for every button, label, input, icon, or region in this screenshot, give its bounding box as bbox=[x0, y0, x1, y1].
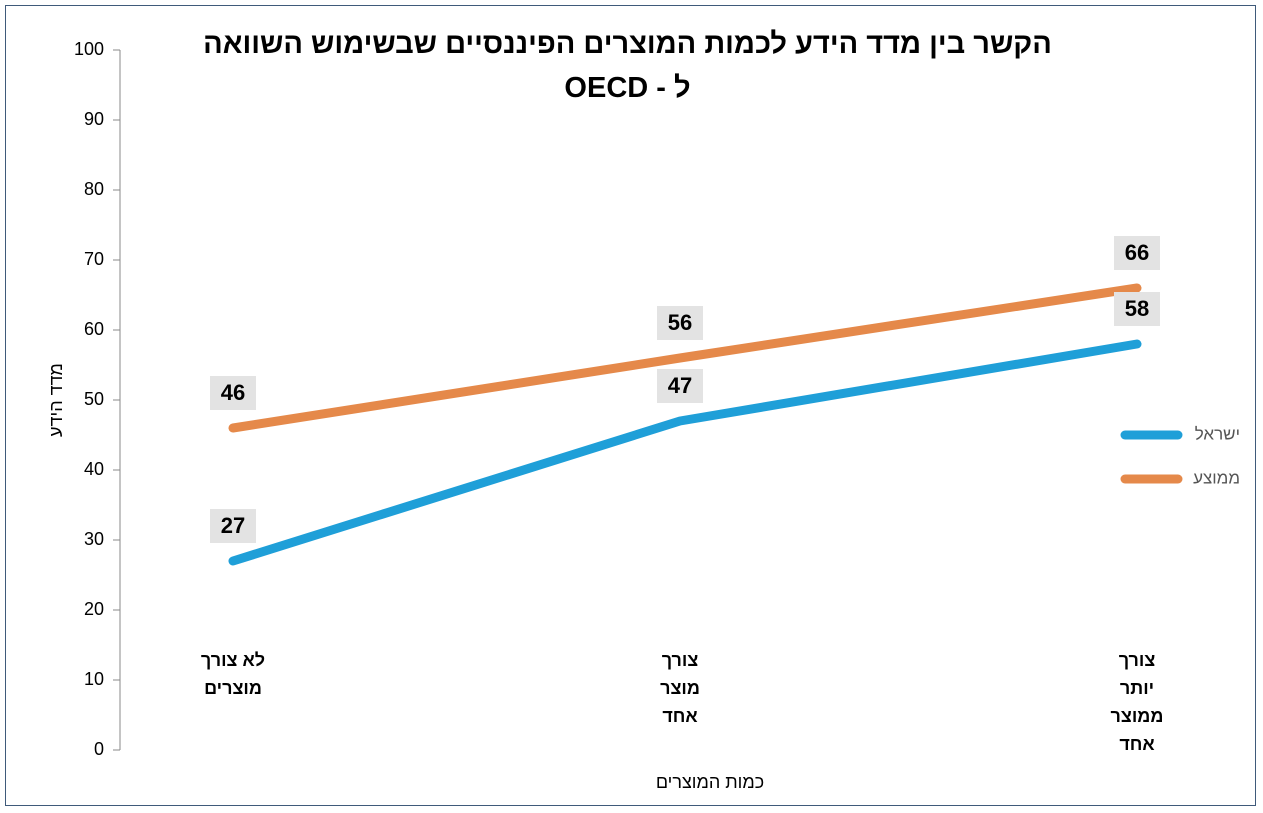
data-label-box bbox=[210, 509, 256, 543]
y-tick-label: 60 bbox=[84, 319, 104, 339]
data-label: 58 bbox=[1125, 296, 1149, 321]
data-label: 47 bbox=[668, 373, 692, 398]
series-line bbox=[228, 283, 1142, 433]
data-label: 66 bbox=[1125, 240, 1149, 265]
y-tick-label: 30 bbox=[84, 529, 104, 549]
y-tick-label: 100 bbox=[74, 39, 104, 59]
data-label: 56 bbox=[668, 310, 692, 335]
y-tick-label: 90 bbox=[84, 109, 104, 129]
y-tick-label: 70 bbox=[84, 249, 104, 269]
data-label: 27 bbox=[221, 513, 245, 538]
x-tick-label: צורך מוצר אחד bbox=[660, 650, 700, 726]
series-line bbox=[228, 339, 1142, 566]
legend-label: ישראל bbox=[1195, 424, 1240, 443]
data-label-box bbox=[1114, 292, 1160, 326]
y-tick-label: 40 bbox=[84, 459, 104, 479]
data-label-box bbox=[1114, 236, 1160, 270]
chart-border bbox=[5, 5, 1256, 806]
x-axis-title: כמות המוצרים bbox=[656, 772, 764, 792]
y-tick-label: 80 bbox=[84, 179, 104, 199]
y-tick-label: 0 bbox=[94, 739, 104, 759]
y-tick-label: 10 bbox=[84, 669, 104, 689]
legend-label: ממוצע bbox=[1193, 468, 1240, 487]
data-label: 46 bbox=[221, 380, 245, 405]
y-tick-label: 20 bbox=[84, 599, 104, 619]
y-axis-title: מדד הידע bbox=[46, 363, 66, 437]
data-label-box bbox=[657, 369, 703, 403]
data-label-box bbox=[210, 376, 256, 410]
data-label-box bbox=[657, 306, 703, 340]
y-tick-label: 50 bbox=[84, 389, 104, 409]
x-tick-label: לא צורך מוצרים bbox=[200, 650, 266, 698]
x-tick-label: צורך יותר ממוצר אחד bbox=[1110, 650, 1164, 754]
chart-title: הקשר בין מדד הידע לכמות המוצרים הפיננסיי… bbox=[203, 28, 1052, 104]
